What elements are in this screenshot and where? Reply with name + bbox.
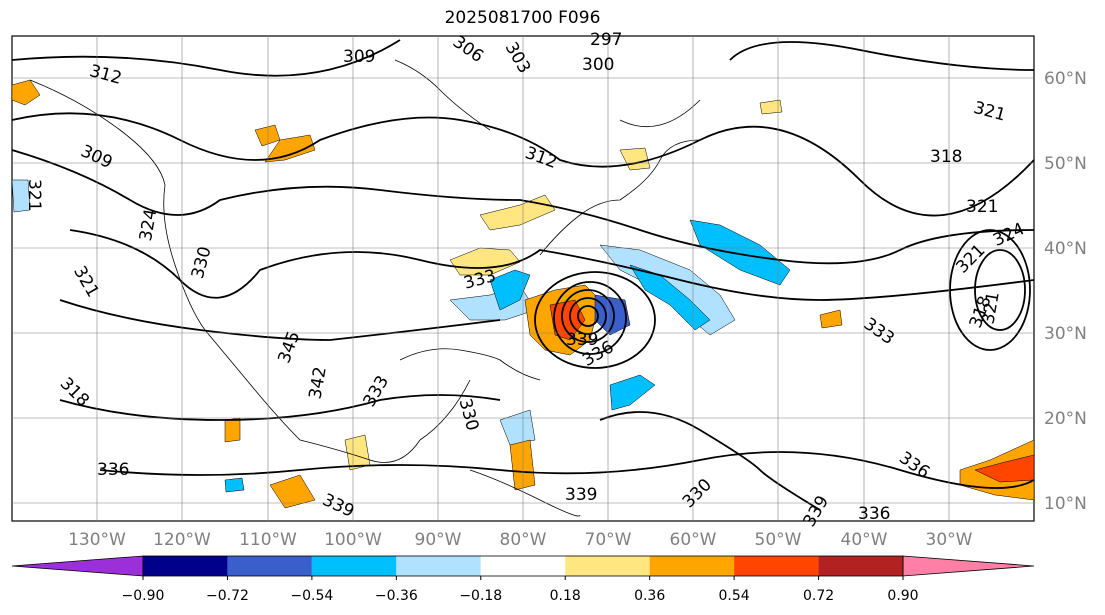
lon-label: 120°W xyxy=(153,530,211,550)
shade-patch xyxy=(224,477,245,493)
colorbar-tick-label: 0.54 xyxy=(719,588,750,604)
colorbar-tick-label: −0.90 xyxy=(122,588,165,604)
lat-label: 60°N xyxy=(1044,69,1087,89)
colorbar-segment xyxy=(143,556,228,576)
colorbar-segment xyxy=(734,556,819,576)
shade-patch xyxy=(759,99,783,115)
colorbar-segment xyxy=(227,556,312,576)
colorbar-segment xyxy=(480,556,566,576)
shade-patch xyxy=(264,134,316,163)
shade-patch xyxy=(11,179,31,213)
lon-label: 30°W xyxy=(926,530,973,550)
shade-patch xyxy=(974,454,1035,483)
lon-label: 100°W xyxy=(324,530,382,550)
lon-label: 110°W xyxy=(239,530,297,550)
colorbar-tick-label: 0.90 xyxy=(887,588,918,604)
lon-labels: 130°W 120°W 110°W 100°W 90°W 80°W 70°W 6… xyxy=(68,530,973,550)
colorbar-tick-label: −0.18 xyxy=(459,588,502,604)
shade-patch xyxy=(689,219,791,286)
contour-label: 309 xyxy=(343,47,375,67)
contour-label: 336 xyxy=(97,460,129,480)
shade-patch xyxy=(489,269,531,311)
lon-label: 130°W xyxy=(68,530,126,550)
lat-label: 30°N xyxy=(1044,324,1087,344)
lat-label: 20°N xyxy=(1044,409,1087,429)
lon-label: 80°W xyxy=(500,530,547,550)
colorbar-tick-label: −0.72 xyxy=(206,588,249,604)
colorbar-segment xyxy=(311,556,397,576)
lon-label: 90°W xyxy=(415,530,462,550)
shade-patch xyxy=(224,417,241,443)
lon-label: 50°W xyxy=(755,530,802,550)
lon-label: 40°W xyxy=(841,530,888,550)
contour-label: 321 xyxy=(966,197,998,217)
colorbar-tick-label: 0.72 xyxy=(803,588,834,604)
contour-label: 297 xyxy=(590,30,622,50)
graticule xyxy=(12,36,1034,521)
shade-patch xyxy=(509,439,536,491)
shade-patch xyxy=(609,374,656,411)
coastlines xyxy=(29,59,701,517)
colorbar-tick-label: −0.54 xyxy=(290,588,333,604)
contour-label: 321 xyxy=(24,179,44,211)
contour-label: 339 xyxy=(566,330,598,350)
shade-patch xyxy=(629,264,711,331)
lat-label: 40°N xyxy=(1044,239,1087,259)
shade-patch xyxy=(819,309,843,329)
map-title: 2025081700 F096 xyxy=(444,8,601,28)
colorbar-tick-label: 0.36 xyxy=(634,588,665,604)
contour-label: 339 xyxy=(565,485,597,505)
colorbar-extend-high xyxy=(902,555,1035,577)
colorbar-segment xyxy=(818,556,903,576)
colorbar-segment xyxy=(649,556,735,576)
colorbar-segment xyxy=(396,556,481,576)
lat-label: 50°N xyxy=(1044,154,1087,174)
colorbar-ticks: −0.90 −0.72 −0.54 −0.36 −0.18 0.18 0.36 0.54 0.7… xyxy=(122,576,919,604)
lat-label: 10°N xyxy=(1044,494,1087,514)
colorbar-tick-label: −0.36 xyxy=(375,588,418,604)
shade-patch xyxy=(269,474,316,509)
shade-patch xyxy=(499,409,536,446)
contour-label: 336 xyxy=(858,504,890,524)
colorbar xyxy=(11,555,1035,577)
colorbar-extend-low xyxy=(11,555,144,577)
colorbar-segment xyxy=(565,556,650,576)
lon-label: 70°W xyxy=(585,530,632,550)
contour-label: 318 xyxy=(930,147,962,167)
contour-label: 300 xyxy=(582,55,614,75)
lat-labels: 60°N 50°N 40°N 30°N 20°N 10°N xyxy=(1044,69,1087,514)
shade-patch xyxy=(11,79,41,106)
colorbar-tick-label: 0.18 xyxy=(550,588,581,604)
colorbar-frame xyxy=(142,555,904,577)
lon-label: 60°W xyxy=(670,530,717,550)
